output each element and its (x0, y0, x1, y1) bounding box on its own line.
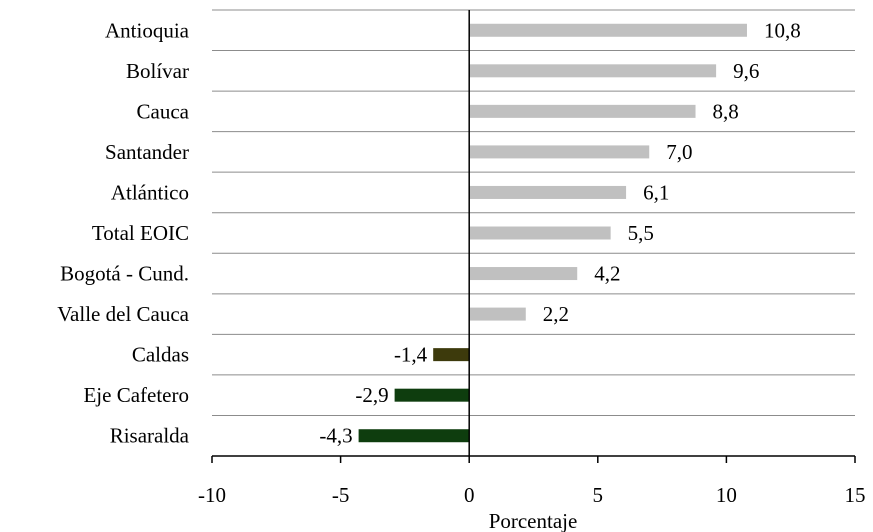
bar (358, 429, 470, 443)
gridlines (212, 9, 855, 416)
category-label: Bogotá - Cund. (60, 262, 189, 286)
x-tick-label: -5 (332, 483, 350, 507)
data-label: 7,0 (666, 140, 692, 164)
bar (469, 23, 747, 37)
data-label: -4,3 (319, 424, 352, 448)
category-label: Antioquia (105, 18, 190, 42)
category-label: Bolívar (126, 59, 189, 83)
x-tick-label: 5 (593, 483, 604, 507)
bar (394, 388, 470, 402)
x-tick-label: 0 (464, 483, 475, 507)
category-label: Santander (105, 140, 189, 164)
data-label: 4,2 (594, 262, 620, 286)
category-label: Caldas (132, 343, 189, 367)
bar (469, 145, 650, 159)
category-label: Eje Cafetero (83, 383, 189, 407)
data-labels: 10,89,6 8,8 7,0 6,1 5,5 4,2 2,2 -1,4-2,9-4,3 (319, 18, 800, 447)
category-labels: Antioquia Bolívar Cauca Santander Atlántico T… (57, 18, 189, 447)
bar (469, 104, 696, 118)
data-label: 8,8 (713, 99, 739, 123)
data-label: 6,1 (643, 180, 669, 204)
bar (469, 307, 526, 321)
category-label: Valle del Cauca (57, 302, 189, 326)
bars (358, 23, 747, 443)
x-tick-label: 15 (845, 483, 866, 507)
x-axis: -10 -5 0 5 10 15 (198, 10, 866, 507)
data-label: 9,6 (733, 59, 759, 83)
category-label: Total EOIC (92, 221, 189, 245)
bar (469, 226, 611, 240)
data-label: -1,4 (394, 343, 428, 367)
data-label: 10,8 (764, 18, 801, 42)
data-label: 2,2 (543, 302, 569, 326)
bar (469, 267, 578, 281)
category-label: Risaralda (110, 424, 190, 448)
bar (469, 185, 627, 199)
bar (433, 348, 470, 362)
data-label: -2,9 (355, 383, 388, 407)
x-tick-label: -10 (198, 483, 226, 507)
category-label: Cauca (137, 99, 190, 123)
x-tick-label: 10 (716, 483, 737, 507)
category-label: Atlántico (111, 180, 189, 204)
bar (469, 64, 717, 78)
x-axis-title: Porcentaje (489, 509, 578, 532)
data-label: 5,5 (628, 221, 654, 245)
